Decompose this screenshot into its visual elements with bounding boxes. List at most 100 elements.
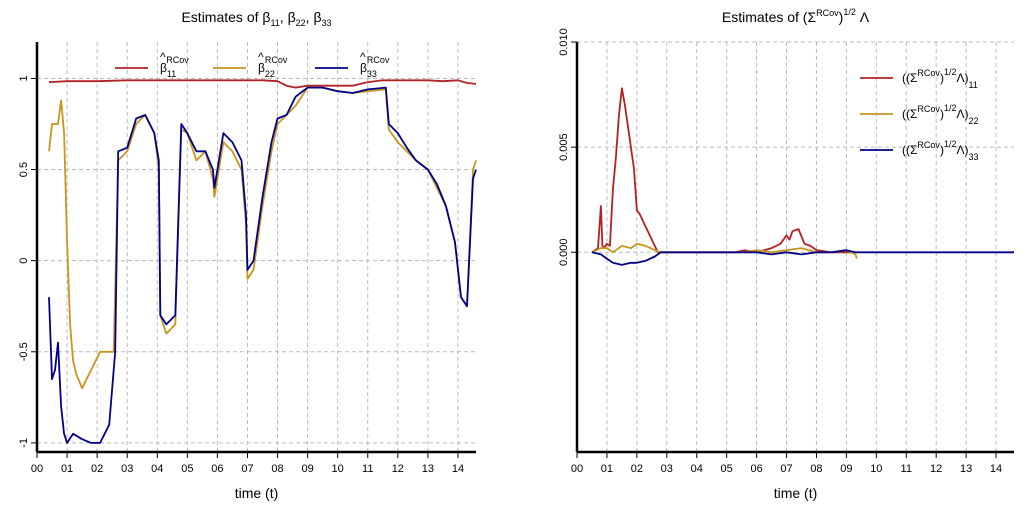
- title-beta-symbol: β: [262, 9, 270, 25]
- x-tick-label: 10: [332, 463, 344, 475]
- title-subscript: 11: [270, 18, 279, 28]
- x-tick-label: 11: [362, 463, 373, 475]
- x-tick-label: 14: [990, 463, 1002, 475]
- x-tick-label: 07: [241, 463, 253, 475]
- legend-label-22: β22 RCov: [258, 55, 288, 79]
- x-tick-label: 04: [151, 463, 163, 475]
- title-exponent: 1/2: [843, 7, 856, 17]
- x-tick-label: 01: [601, 463, 613, 475]
- legend-beta-symbol: β: [258, 61, 265, 75]
- legend-exponent: 1/2: [944, 67, 957, 77]
- title-sigma-symbol: Σ: [807, 9, 816, 25]
- legend-label-11: β11 RCov: [160, 55, 189, 79]
- legend-superscript: RCov: [367, 55, 390, 65]
- y-tick-label: 0.010: [558, 28, 570, 56]
- x-tick-label: 05: [181, 463, 193, 475]
- y-tick-label: -1: [18, 438, 30, 448]
- y-tick-label: 0.005: [558, 133, 570, 161]
- y-tick-label: 0: [18, 258, 30, 264]
- legend-paren: ): [940, 71, 944, 85]
- legend-sigma-symbol: Σ: [910, 71, 917, 85]
- x-tick-label: 07: [780, 463, 792, 475]
- sigma-lambda-estimates-panel: 00 01 02 03 04 05 06 07 08 09 10 11 12 13 14 0.000 0.005…: [558, 7, 1014, 501]
- x-tick-label: 09: [301, 463, 313, 475]
- x-tick-label: 03: [661, 463, 673, 475]
- legend-beta-symbol: β: [160, 61, 167, 75]
- title-lambda-symbol: Λ: [856, 9, 870, 25]
- series-line-11: [591, 87, 856, 254]
- x-tick-label: 03: [121, 463, 133, 475]
- title-separator: ,: [306, 9, 314, 25]
- x-tick-label: 12: [392, 463, 404, 475]
- x-tick-label: 02: [631, 463, 643, 475]
- title-beta-symbol: β: [288, 9, 296, 25]
- legend-sigma-symbol: Σ: [910, 143, 917, 157]
- y-tick-label: -0.5: [18, 342, 30, 361]
- x-tick-label: 14: [452, 463, 464, 475]
- title-superscript: RCov: [816, 8, 839, 18]
- legend-beta-symbol: β: [360, 61, 367, 75]
- y-tick-label: 1: [18, 75, 30, 81]
- y-tick-label: 0.000: [558, 238, 570, 266]
- series-line-33: [591, 249, 1014, 266]
- x-tick-label: 04: [691, 463, 703, 475]
- x-tick-label: 10: [870, 463, 882, 475]
- title-beta-symbol: β: [313, 9, 321, 25]
- legend-open-paren: ((: [902, 107, 910, 121]
- legend-superscript: RCov: [265, 55, 288, 65]
- legend-subscript: 22: [265, 69, 275, 79]
- legend-subscript: 33: [367, 69, 377, 79]
- legend-lambda-symbol: Λ): [956, 71, 968, 85]
- chart-title: Estimates of β11, β22, β33: [181, 9, 331, 28]
- x-axis-label: time (t): [235, 485, 279, 501]
- legend-superscript: RCov: [917, 140, 940, 150]
- legend-subscript: 33: [968, 152, 978, 162]
- legend-paren: ): [940, 143, 944, 157]
- legend-lambda-symbol: Λ): [956, 143, 968, 157]
- x-tick-label: 00: [31, 463, 43, 475]
- x-tick-label: 00: [571, 463, 583, 475]
- legend-hat-mark: ^: [360, 50, 366, 64]
- legend-sigma-symbol: Σ: [910, 107, 917, 121]
- x-tick-label: 11: [901, 463, 912, 475]
- series-line-22: [48, 86, 477, 390]
- legend-label-11: ((ΣRCov)1/2Λ)11: [902, 67, 978, 90]
- x-tick-label: 05: [721, 463, 733, 475]
- series-line-33: [48, 86, 477, 444]
- legend-label-33: ((ΣRCov)1/2Λ)33: [902, 139, 978, 162]
- x-tick-label: 08: [810, 463, 822, 475]
- legend-label-22: ((ΣRCov)1/2Λ)22: [902, 103, 978, 126]
- legend-exponent: 1/2: [944, 139, 957, 149]
- title-prefix: Estimates of (: [722, 9, 808, 25]
- x-tick-label: 13: [960, 463, 972, 475]
- legend-superscript: RCov: [917, 104, 940, 114]
- chart-title: Estimates of (ΣRCov)1/2 Λ: [722, 7, 870, 25]
- title-subscript: 22: [296, 18, 306, 28]
- legend-superscript: RCov: [917, 68, 940, 78]
- legend-exponent: 1/2: [944, 103, 957, 113]
- title-subscript: 33: [322, 18, 332, 28]
- series-line-11: [48, 79, 477, 89]
- y-tick-label: 0.5: [18, 162, 30, 177]
- legend-paren: ): [940, 107, 944, 121]
- title-prefix: Estimates of: [181, 9, 262, 25]
- x-tick-label: 01: [61, 463, 73, 475]
- legend-open-paren: ((: [902, 143, 910, 157]
- legend-label-33: β33 RCov: [360, 55, 390, 79]
- x-tick-label: 08: [271, 463, 283, 475]
- legend-lambda-symbol: Λ): [956, 107, 968, 121]
- title-paren: ): [839, 9, 844, 25]
- beta-estimates-panel: 00 01 02 03 04 05 06 07 08 09 10 11 12 13 14 -1 -0.5 0 0.5…: [18, 9, 477, 501]
- legend-subscript: 22: [968, 116, 978, 126]
- x-tick-label: 12: [930, 463, 942, 475]
- x-tick-label: 02: [91, 463, 103, 475]
- x-tick-label: 09: [840, 463, 852, 475]
- legend-subscript: 11: [167, 69, 176, 79]
- legend-hat-mark: ^: [258, 50, 264, 64]
- legend-superscript: RCov: [166, 55, 189, 65]
- x-tick-label: 06: [211, 463, 223, 475]
- x-tick-label: 06: [750, 463, 762, 475]
- x-axis-label: time (t): [774, 485, 818, 501]
- x-tick-label: 13: [422, 463, 434, 475]
